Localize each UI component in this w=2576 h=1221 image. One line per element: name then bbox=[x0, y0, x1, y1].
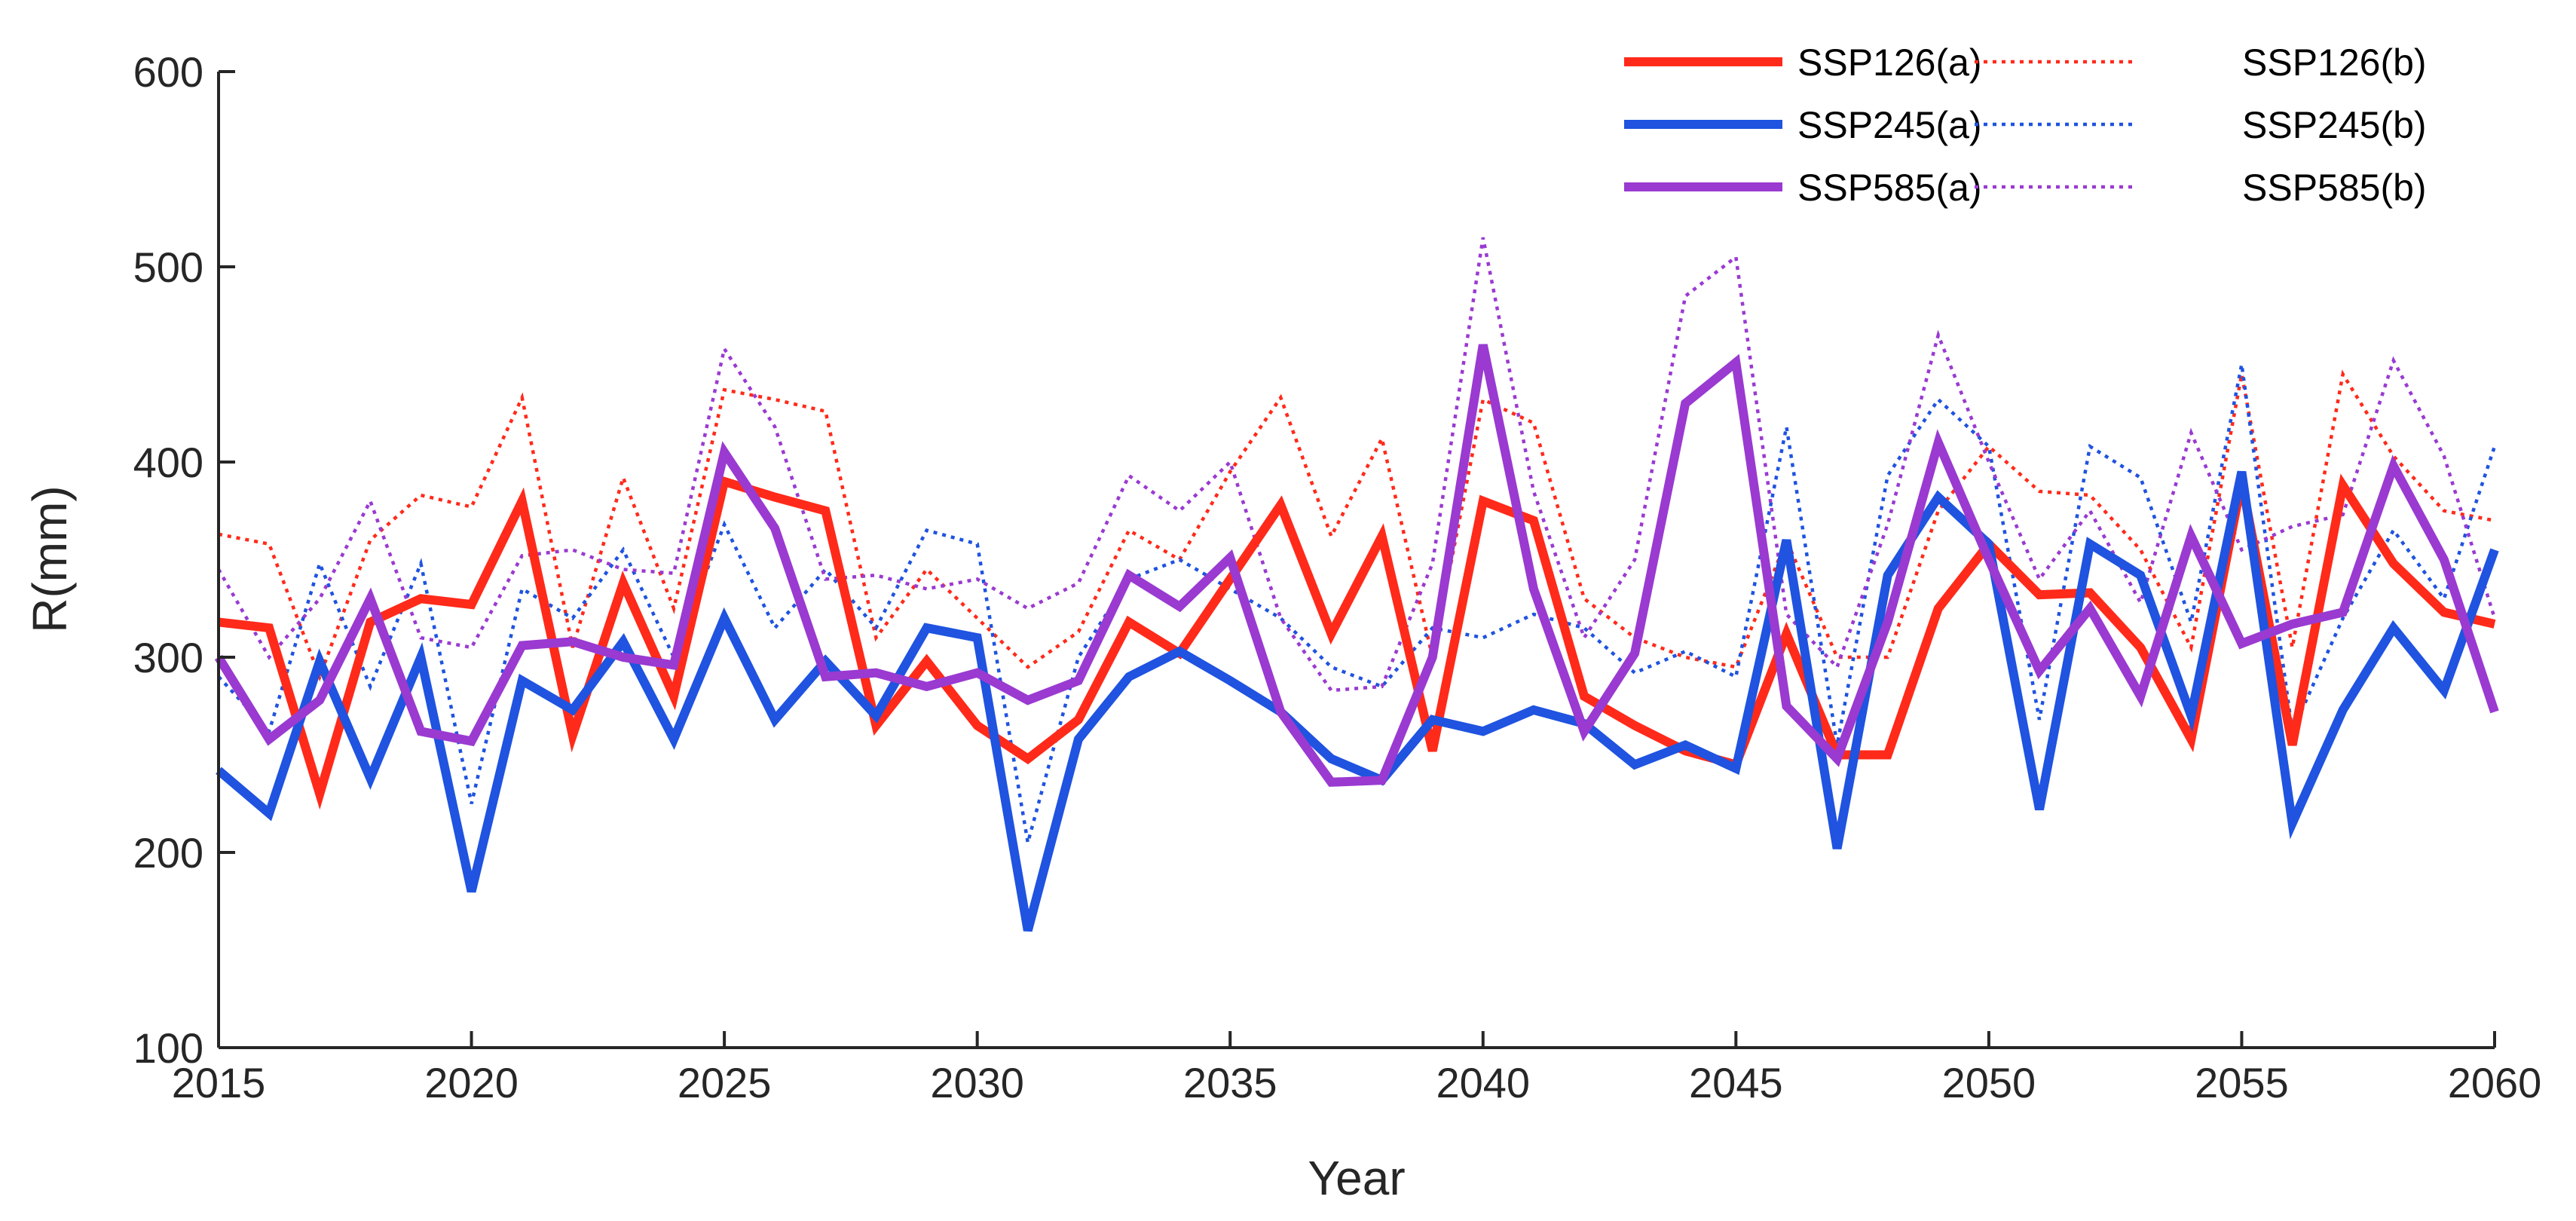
legend-label: SSP245(b) bbox=[2242, 104, 2427, 146]
x-tick-label: 2030 bbox=[930, 1059, 1024, 1106]
legend: SSP126(a) SSP126(b) SSP245(a) SSP245(b) SSP5… bbox=[1624, 41, 2427, 209]
legend-label: SSP585(b) bbox=[2242, 167, 2427, 209]
series-line-ssp126-a bbox=[218, 473, 2496, 810]
y-tick-label: 400 bbox=[133, 439, 203, 486]
series-line-ssp585-b bbox=[217, 237, 2497, 693]
legend-label: SSP245(a) bbox=[1797, 104, 1982, 146]
axes bbox=[217, 72, 2495, 1049]
x-tick-label: 2050 bbox=[1942, 1059, 2036, 1106]
series-line-ssp585-a bbox=[214, 344, 2499, 787]
x-tick-label: 2060 bbox=[2448, 1059, 2542, 1106]
x-tick-label: 2025 bbox=[678, 1059, 772, 1106]
legend-label: SSP126(b) bbox=[2242, 41, 2427, 84]
series-line-ssp245-a bbox=[216, 470, 2499, 932]
x-tick-label: 2040 bbox=[1436, 1059, 1530, 1106]
legend-label: SSP126(a) bbox=[1797, 41, 1982, 84]
y-tick-label: 600 bbox=[133, 48, 203, 96]
y-tick-label: 300 bbox=[133, 634, 203, 681]
x-tick-label: 2055 bbox=[2195, 1059, 2289, 1106]
x-tick-label: 2020 bbox=[424, 1059, 519, 1106]
series-line-ssp245-b bbox=[217, 364, 2497, 843]
y-tick-label: 200 bbox=[133, 829, 203, 877]
y-tick-label: 500 bbox=[133, 243, 203, 291]
y-tick-label: 100 bbox=[133, 1024, 203, 1072]
x-tick-label: 2035 bbox=[1183, 1059, 1277, 1106]
series-line-ssp126-b bbox=[218, 369, 2495, 682]
legend-label: SSP585(a) bbox=[1797, 167, 1982, 209]
y-axis-title: R(mm) bbox=[23, 485, 77, 632]
axis-ticks: 2015 2020 2025 2030 2035 2040 2045 2050 2055 2060… bbox=[133, 48, 2542, 1106]
plot-marks bbox=[214, 237, 2499, 932]
x-axis-title: Year bbox=[1308, 1151, 1405, 1205]
x-tick-label: 2015 bbox=[172, 1059, 266, 1106]
x-tick-label: 2045 bbox=[1689, 1059, 1783, 1106]
